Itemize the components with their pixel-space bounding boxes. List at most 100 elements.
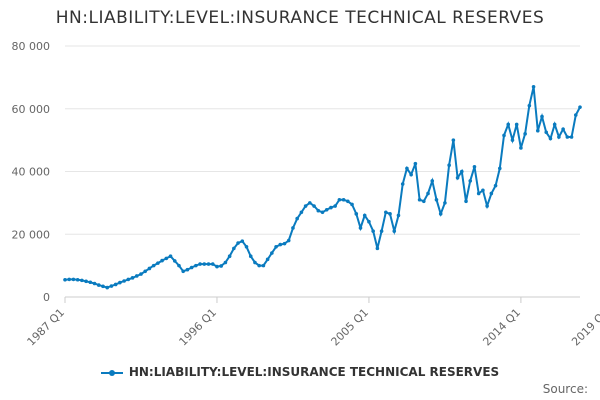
data-point[interactable]: [384, 210, 388, 215]
data-point[interactable]: [219, 264, 223, 268]
data-point[interactable]: [464, 199, 468, 204]
data-point[interactable]: [101, 284, 105, 289]
data-point[interactable]: [329, 205, 333, 210]
data-point[interactable]: [481, 188, 485, 193]
data-point[interactable]: [485, 204, 489, 208]
data-point[interactable]: [198, 262, 202, 266]
data-point[interactable]: [189, 265, 194, 270]
data-point[interactable]: [438, 212, 443, 216]
data-point[interactable]: [151, 263, 156, 268]
data-point[interactable]: [122, 279, 126, 283]
data-point[interactable]: [362, 213, 367, 218]
data-point[interactable]: [253, 260, 257, 265]
data-point[interactable]: [489, 191, 494, 196]
data-point[interactable]: [308, 201, 312, 205]
data-point[interactable]: [206, 262, 211, 266]
data-point[interactable]: [371, 229, 375, 233]
data-point[interactable]: [544, 130, 549, 135]
data-point[interactable]: [468, 179, 473, 183]
data-point[interactable]: [67, 277, 72, 282]
data-point[interactable]: [413, 161, 418, 166]
data-point[interactable]: [126, 277, 131, 282]
data-point[interactable]: [578, 105, 582, 109]
data-point[interactable]: [299, 210, 304, 215]
data-point[interactable]: [88, 280, 93, 285]
data-point[interactable]: [282, 241, 287, 246]
data-point[interactable]: [573, 113, 578, 117]
data-point[interactable]: [181, 269, 185, 274]
data-point[interactable]: [451, 138, 456, 142]
data-point[interactable]: [134, 274, 139, 278]
data-point[interactable]: [400, 182, 405, 186]
data-point[interactable]: [295, 216, 299, 221]
data-point[interactable]: [510, 138, 515, 142]
data-point[interactable]: [358, 226, 363, 230]
data-point[interactable]: [396, 213, 401, 218]
data-point[interactable]: [409, 172, 413, 177]
data-point[interactable]: [333, 204, 337, 208]
data-point[interactable]: [552, 122, 557, 127]
data-point[interactable]: [320, 210, 325, 215]
data-point[interactable]: [535, 128, 540, 133]
data-point[interactable]: [316, 208, 321, 213]
data-point[interactable]: [426, 191, 430, 196]
data-point[interactable]: [232, 246, 236, 251]
data-point[interactable]: [270, 251, 274, 255]
data-point[interactable]: [540, 114, 544, 119]
data-point[interactable]: [215, 264, 219, 269]
data-point[interactable]: [223, 260, 228, 265]
data-point[interactable]: [244, 245, 249, 249]
data-point[interactable]: [523, 132, 527, 136]
data-point[interactable]: [561, 127, 565, 131]
data-point[interactable]: [430, 179, 435, 183]
data-point[interactable]: [460, 169, 464, 174]
data-point[interactable]: [265, 257, 270, 262]
data-point[interactable]: [443, 201, 447, 205]
data-point[interactable]: [519, 146, 523, 150]
data-point[interactable]: [514, 122, 519, 127]
data-point[interactable]: [202, 262, 207, 266]
data-point[interactable]: [506, 122, 511, 127]
data-point[interactable]: [569, 135, 574, 139]
data-point[interactable]: [337, 197, 342, 202]
data-point[interactable]: [236, 241, 240, 245]
data-point[interactable]: [422, 199, 426, 204]
data-point[interactable]: [109, 284, 114, 288]
data-point[interactable]: [392, 229, 397, 233]
legend[interactable]: HN:LIABILITY:LEVEL:INSURANCE TECHNICAL R…: [0, 365, 600, 379]
data-point[interactable]: [434, 197, 439, 202]
data-point[interactable]: [160, 258, 164, 263]
data-point[interactable]: [139, 272, 143, 276]
data-point[interactable]: [194, 263, 198, 268]
data-point[interactable]: [227, 254, 232, 259]
data-point[interactable]: [143, 269, 148, 274]
data-point[interactable]: [388, 212, 392, 216]
data-point[interactable]: [80, 278, 84, 283]
data-point[interactable]: [417, 197, 422, 202]
data-point[interactable]: [164, 256, 169, 261]
data-point[interactable]: [105, 285, 110, 290]
data-point[interactable]: [303, 204, 308, 208]
data-point[interactable]: [185, 267, 190, 272]
data-point[interactable]: [324, 207, 329, 212]
data-point[interactable]: [261, 263, 266, 268]
data-point[interactable]: [291, 226, 295, 230]
data-point[interactable]: [379, 229, 384, 233]
data-point[interactable]: [75, 277, 80, 282]
data-point[interactable]: [447, 163, 451, 168]
data-point[interactable]: [71, 277, 76, 282]
data-point[interactable]: [472, 164, 477, 169]
data-point[interactable]: [257, 263, 261, 268]
data-point[interactable]: [497, 166, 502, 171]
data-point[interactable]: [341, 197, 346, 202]
data-point[interactable]: [565, 135, 570, 139]
data-point[interactable]: [156, 261, 160, 265]
data-point[interactable]: [527, 103, 532, 108]
data-point[interactable]: [548, 136, 553, 141]
data-point[interactable]: [375, 246, 380, 251]
data-point[interactable]: [346, 199, 350, 204]
data-point[interactable]: [240, 239, 245, 243]
data-point[interactable]: [278, 242, 283, 247]
data-point[interactable]: [172, 259, 177, 263]
data-point[interactable]: [113, 282, 118, 287]
